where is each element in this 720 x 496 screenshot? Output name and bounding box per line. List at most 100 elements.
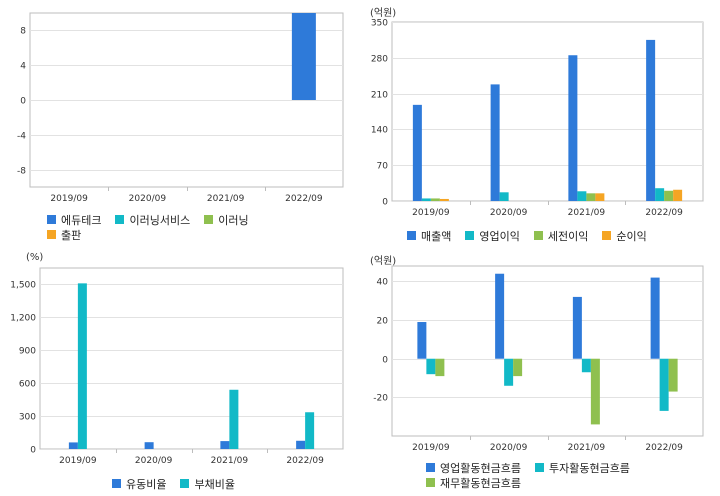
income-legend-label: 매출액 — [421, 229, 452, 243]
income-legend-swatch — [533, 231, 543, 240]
income-ytick-label: 0 — [382, 198, 388, 208]
income-legend-item[interactable]: 영업이익 — [465, 228, 520, 244]
segment-legend-label: 출판 — [61, 228, 82, 242]
income-bar-1 — [490, 84, 500, 201]
segment-bar-1 — [291, 13, 316, 100]
cashflow-bar-1 — [572, 296, 582, 359]
cashflow-chart-unit: (억원) — [370, 256, 397, 267]
ratio-bar-1 — [296, 440, 306, 449]
ratio-ytick-label: 1,200 — [10, 314, 36, 324]
segment-chart-panel: -8 -4 0 4 8 2019/09 2020/09 2021/09 2022/09 에듀테크… — [0, 0, 360, 248]
segment-ytick-label: 0 — [20, 97, 26, 107]
income-bar-4 — [439, 198, 449, 201]
income-legend-item[interactable]: 순이익 — [602, 228, 647, 244]
cashflow-bar-3 — [435, 358, 445, 377]
segment-legend-item[interactable]: 출판 — [47, 227, 81, 243]
income-ytick-label: 350 — [371, 19, 388, 29]
ratio-legend-swatch — [180, 479, 190, 488]
segment-legend-swatch — [115, 215, 125, 224]
cashflow-legend-item[interactable]: 영업활동현금흐름 — [426, 460, 521, 476]
cashflow-legend-label: 투자활동현금흐름 — [548, 461, 630, 475]
ratio-bar-2 — [77, 283, 87, 449]
cashflow-xtick-label: 2019/09 — [412, 443, 450, 453]
ratio-chart-panel: (%) 0 300 600 900 1,200 1,500 2019/09 2020/09 20… — [0, 248, 360, 496]
income-bar-4 — [673, 189, 683, 201]
ratio-xtick-label: 2022/09 — [286, 456, 324, 466]
income-ytick-label: 210 — [371, 91, 388, 101]
cashflow-bar-2 — [659, 358, 669, 411]
ratio-ytick-label: 600 — [19, 380, 36, 390]
cashflow-chart-panel: (억원) -20 0 20 40 2019/09 2020/09 2021/09 2022/0… — [360, 248, 720, 496]
ratio-chart-legend: 유동비율 부채비율 — [112, 476, 249, 491]
income-legend-swatch — [465, 231, 475, 240]
income-bar-1 — [568, 55, 578, 201]
ratio-ytick-label: 300 — [19, 413, 36, 423]
income-plot-frame — [391, 21, 704, 202]
segment-ytick-label: -4 — [17, 132, 26, 142]
income-legend-label: 세전이익 — [547, 229, 589, 243]
segment-ytick-label: 4 — [20, 62, 26, 72]
income-xtick-label: 2022/09 — [645, 208, 683, 218]
income-xtick-label: 2019/09 — [412, 208, 450, 218]
income-legend-swatch — [602, 231, 612, 240]
cashflow-ytick-label: 40 — [377, 278, 389, 288]
segment-legend-swatch — [204, 215, 214, 224]
segment-legend-swatch — [47, 215, 56, 224]
income-bar-1 — [412, 104, 422, 201]
ratio-bar-1 — [220, 441, 230, 449]
income-bar-3 — [586, 193, 596, 201]
segment-xtick-label: 2022/09 — [285, 194, 323, 204]
cashflow-legend-label: 영업활동현금흐름 — [440, 461, 521, 475]
income-bar-3 — [664, 190, 674, 201]
income-xtick-label: 2021/09 — [568, 208, 606, 218]
cashflow-legend-label: 재무활동현금흐름 — [440, 476, 521, 490]
cashflow-legend-swatch — [426, 463, 435, 472]
cashflow-chart: -20 0 20 40 2019/09 2020/09 2021/09 2022/09 — [373, 265, 704, 453]
segment-legend-swatch — [47, 230, 56, 239]
income-legend-item[interactable]: 세전이익 — [533, 228, 589, 244]
cashflow-bar-3 — [513, 358, 523, 377]
income-legend-swatch — [407, 231, 416, 240]
income-ytick-label: 70 — [377, 162, 389, 172]
ratio-ytick-label: 900 — [19, 347, 36, 357]
income-chart: 0 70 140 210 280 350 2019/09 2020/09 2021/09 2022… — [371, 19, 704, 218]
segment-xtick-label: 2020/09 — [129, 194, 167, 204]
income-bar-1 — [646, 39, 656, 202]
cashflow-xtick-label: 2021/09 — [568, 443, 606, 453]
ratio-bar-2 — [229, 389, 239, 449]
cashflow-bar-3 — [590, 358, 600, 425]
income-bar-4 — [595, 193, 605, 201]
segment-legend-item[interactable]: 이러닝서비스 — [115, 212, 190, 228]
segment-legend-item[interactable]: 이러닝 — [204, 212, 249, 228]
ratio-ytick-label: 1,500 — [10, 281, 36, 291]
income-bar-3 — [430, 198, 440, 201]
ratio-legend-item[interactable]: 부채비율 — [180, 476, 235, 492]
income-chart-panel: (억원) 0 70 140 210 280 350 2019/09 2020/09 2021/0… — [360, 0, 720, 248]
income-legend-label: 영업이익 — [479, 229, 520, 243]
ratio-ytick-label: 0 — [30, 446, 36, 456]
ratio-bar-1 — [144, 442, 154, 449]
income-bar-2 — [577, 191, 587, 201]
segment-xtick-label: 2019/09 — [50, 194, 88, 204]
cashflow-ytick-label: 0 — [382, 356, 388, 366]
cashflow-legend-item[interactable]: 재무활동현금흐름 — [426, 475, 521, 491]
ratio-bar-2 — [305, 412, 315, 449]
income-ytick-label: 280 — [371, 55, 388, 65]
segment-legend-label: 에듀테크 — [61, 213, 102, 227]
cashflow-xtick-label: 2022/09 — [645, 443, 683, 453]
ratio-xtick-label: 2021/09 — [211, 456, 249, 466]
income-legend-item[interactable]: 매출액 — [407, 228, 451, 244]
ratio-chart: 0 300 600 900 1,200 1,500 2019/09 2020/09 2021/0… — [10, 267, 344, 466]
ratio-legend-item[interactable]: 유동비율 — [112, 476, 166, 492]
segment-xtick-label: 2021/09 — [207, 194, 245, 204]
segment-legend-item[interactable]: 에듀테크 — [47, 212, 101, 228]
cashflow-legend-swatch — [534, 463, 544, 472]
income-legend-label: 순이익 — [616, 229, 647, 243]
cashflow-bar-2 — [504, 358, 514, 386]
income-xtick-label: 2020/09 — [490, 208, 528, 218]
ratio-legend-swatch — [112, 479, 121, 488]
cashflow-legend-item[interactable]: 투자활동현금흐름 — [534, 460, 630, 476]
cashflow-bar-3 — [668, 358, 678, 392]
